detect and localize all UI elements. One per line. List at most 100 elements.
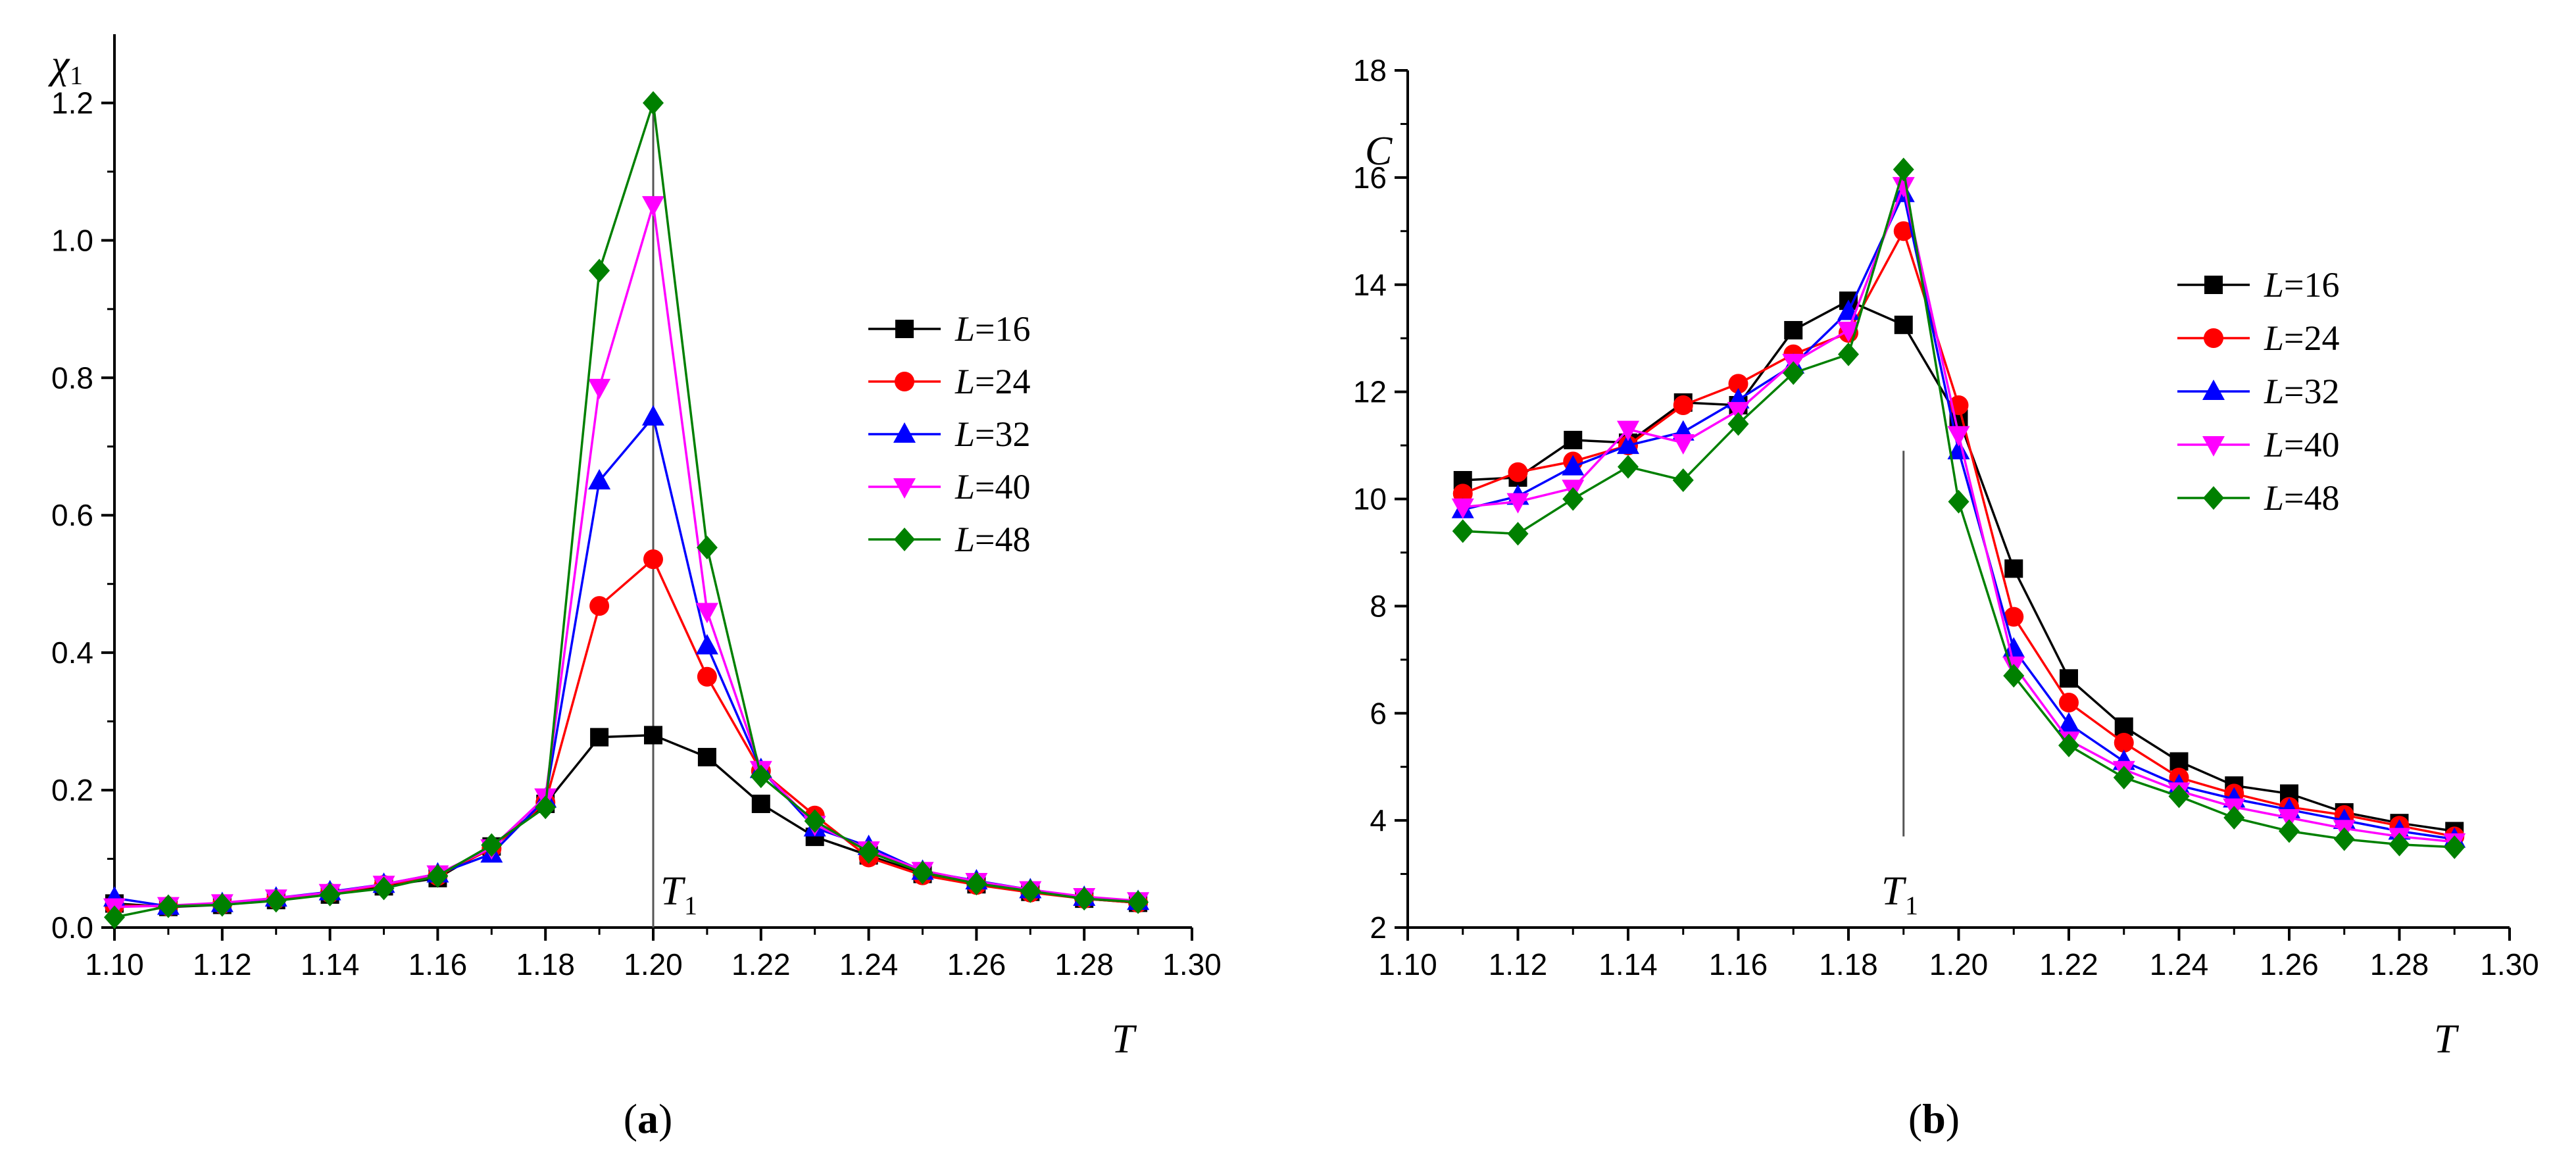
chart-b-legend-item: L=16 [2177, 265, 2340, 305]
chart-b-series-3-point [1892, 177, 1915, 198]
chart-b-legend-item: L=40 [2177, 425, 2340, 464]
chart-b-series-3-point [1947, 426, 1970, 447]
chart-a-x-tick-label: 1.14 [301, 947, 360, 981]
chart-b-x-tick-label: 1.28 [2370, 947, 2429, 981]
chart-b-series-4-point [2333, 827, 2355, 851]
chart-b-x-tick-label: 1.10 [1378, 947, 1437, 981]
chart-b-x-tick-label: 1.12 [1489, 947, 1548, 981]
chart-b-x-tick-label: 1.16 [1709, 947, 1768, 981]
chart-a-ylabel-sub: 1 [70, 61, 83, 90]
chart-a-series-4-point [1127, 890, 1149, 914]
chart-a-series-0-point [644, 726, 662, 745]
chart-a-legend-item: L=24 [868, 362, 1031, 401]
chart-b: C T T 1 (b) 1.10 1.12 1.14 1.16 1.18 1.20 1.22… [1353, 53, 2539, 1142]
chart-b-series-3-point [1617, 420, 1639, 441]
chart-a-x-tick-label: 1.26 [947, 947, 1006, 981]
chart-a-legend-item: L=48 [868, 520, 1031, 559]
chart-a-series-1-point [589, 596, 610, 616]
chart-b-series-2-point [2058, 712, 2080, 733]
chart-a-legend-marker [895, 372, 914, 391]
chart-b-x-tick-label: 1.22 [2039, 947, 2098, 981]
svg-text:1: 1 [1905, 891, 1918, 920]
chart-a-series-4-point [966, 872, 987, 896]
chart-a-legend-label: L=32 [954, 414, 1031, 454]
chart-b-y-tick-label: 16 [1353, 161, 1387, 195]
chart-b-series-1-point [2114, 733, 2134, 753]
chart-b-series-3-point [1837, 321, 1860, 342]
chart-b-series-0-point [1784, 320, 1803, 339]
chart-b-y-tick-label: 6 [1370, 696, 1387, 730]
chart-b-x-tick-label: 1.24 [2150, 947, 2209, 981]
chart-a-series-4-point [211, 893, 233, 917]
chart-a-series-4-point [535, 795, 557, 820]
chart-a-series-3-point [642, 196, 664, 217]
chart-b-series-4-point [1452, 519, 1474, 543]
chart-a-series-4-point [481, 833, 503, 857]
chart-b-series-2-point [1562, 455, 1585, 476]
chart-b-series-4-point [1672, 468, 1694, 492]
chart-a-series-4-point [858, 840, 879, 864]
chart-a-t1-label: T 1 [660, 869, 697, 920]
chart-a-series-0-point [697, 747, 716, 766]
chart-a-x-tick-label: 1.24 [839, 947, 899, 981]
chart-b-legend-marker [2203, 486, 2224, 510]
chart-b-series-4-point [1562, 487, 1584, 511]
chart-b-legend-marker [2202, 380, 2225, 400]
chart-b-series-1-point [1508, 462, 1528, 482]
chart-a-series-0-point [590, 728, 609, 747]
chart-a-series-2-point [588, 469, 611, 489]
chart-a-series-4-point [804, 809, 826, 833]
chart-b-legend-marker [2204, 328, 2223, 348]
chart-a-series-0-point [751, 794, 770, 813]
chart-b-y-tick-label: 4 [1370, 803, 1387, 837]
chart-b-series-1-point [1673, 395, 1693, 415]
chart-b-series-4-point [2168, 784, 2190, 808]
chart-a-series-4-point [696, 535, 718, 560]
chart-a-series-4-point [427, 864, 449, 888]
chart-b-series-4-point [1618, 455, 1639, 479]
chart-a-series-1-point [697, 666, 717, 687]
chart-b-legend-label: L=16 [2264, 265, 2340, 305]
chart-a-y-tick-label: 0.0 [51, 910, 93, 945]
chart-a-series-4-point [750, 764, 772, 789]
chart-b-legend-marker [2204, 276, 2223, 294]
chart-a-x-tick-label: 1.28 [1054, 947, 1114, 981]
chart-b-series-1-point [1893, 221, 1914, 241]
chart-b-series-1-point [1728, 374, 1748, 394]
chart-b-xlabel: T [2434, 1017, 2460, 1062]
chart-b-series-4-point [2223, 806, 2245, 830]
chart-a: χ 1 T T 1 (a) 1.10 1.12 1.14 1.16 1.18 1.20 1.… [48, 34, 1222, 1142]
chart-a-series-1-point [643, 549, 663, 570]
chart-a-legend-marker [895, 320, 914, 338]
chart-b-y-tick-label: 8 [1370, 589, 1387, 623]
chart-a-legend-marker [893, 478, 916, 499]
chart-a-ylabel: χ [48, 42, 70, 87]
chart-a-series-2-point [642, 405, 664, 426]
chart-a-legend-item: L=40 [868, 467, 1031, 507]
chart-a-x-tick-label: 1.22 [731, 947, 791, 981]
chart-b-x-tick-label: 1.18 [1819, 947, 1878, 981]
chart-a-y-tick-label: 0.6 [51, 498, 93, 532]
chart-b-series-4-point [1893, 157, 1914, 182]
chart-a-x-tick-label: 1.18 [516, 947, 575, 981]
chart-a-panel-label: (a) [624, 1095, 673, 1142]
chart-a-xlabel: T [1112, 1017, 1137, 1062]
chart-b-series-1-point [2059, 692, 2079, 712]
chart-b-legend-item: L=24 [2177, 318, 2340, 358]
chart-b-series-0-point [2004, 559, 2023, 578]
chart-a-legend-label: L=16 [954, 309, 1031, 349]
chart-a-series-4-point [643, 91, 664, 115]
chart-b-series-4-point [1783, 361, 1804, 385]
chart-a-series-4-point [1074, 887, 1095, 911]
chart-a-legend-marker [893, 422, 916, 443]
chart-b-x-tick-label: 1.30 [2480, 947, 2539, 981]
chart-a-x-tick-label: 1.30 [1162, 947, 1222, 981]
chart-a-series-3-point [588, 378, 611, 399]
chart-b-series-4-point [1727, 412, 1749, 436]
chart-b-legend-label: L=32 [2264, 372, 2340, 411]
chart-a-series-4-point [589, 259, 610, 283]
chart-b-y-tick-label: 18 [1353, 53, 1387, 87]
chart-a-x-tick-label: 1.16 [409, 947, 468, 981]
chart-a-legend-item: L=32 [868, 414, 1031, 454]
